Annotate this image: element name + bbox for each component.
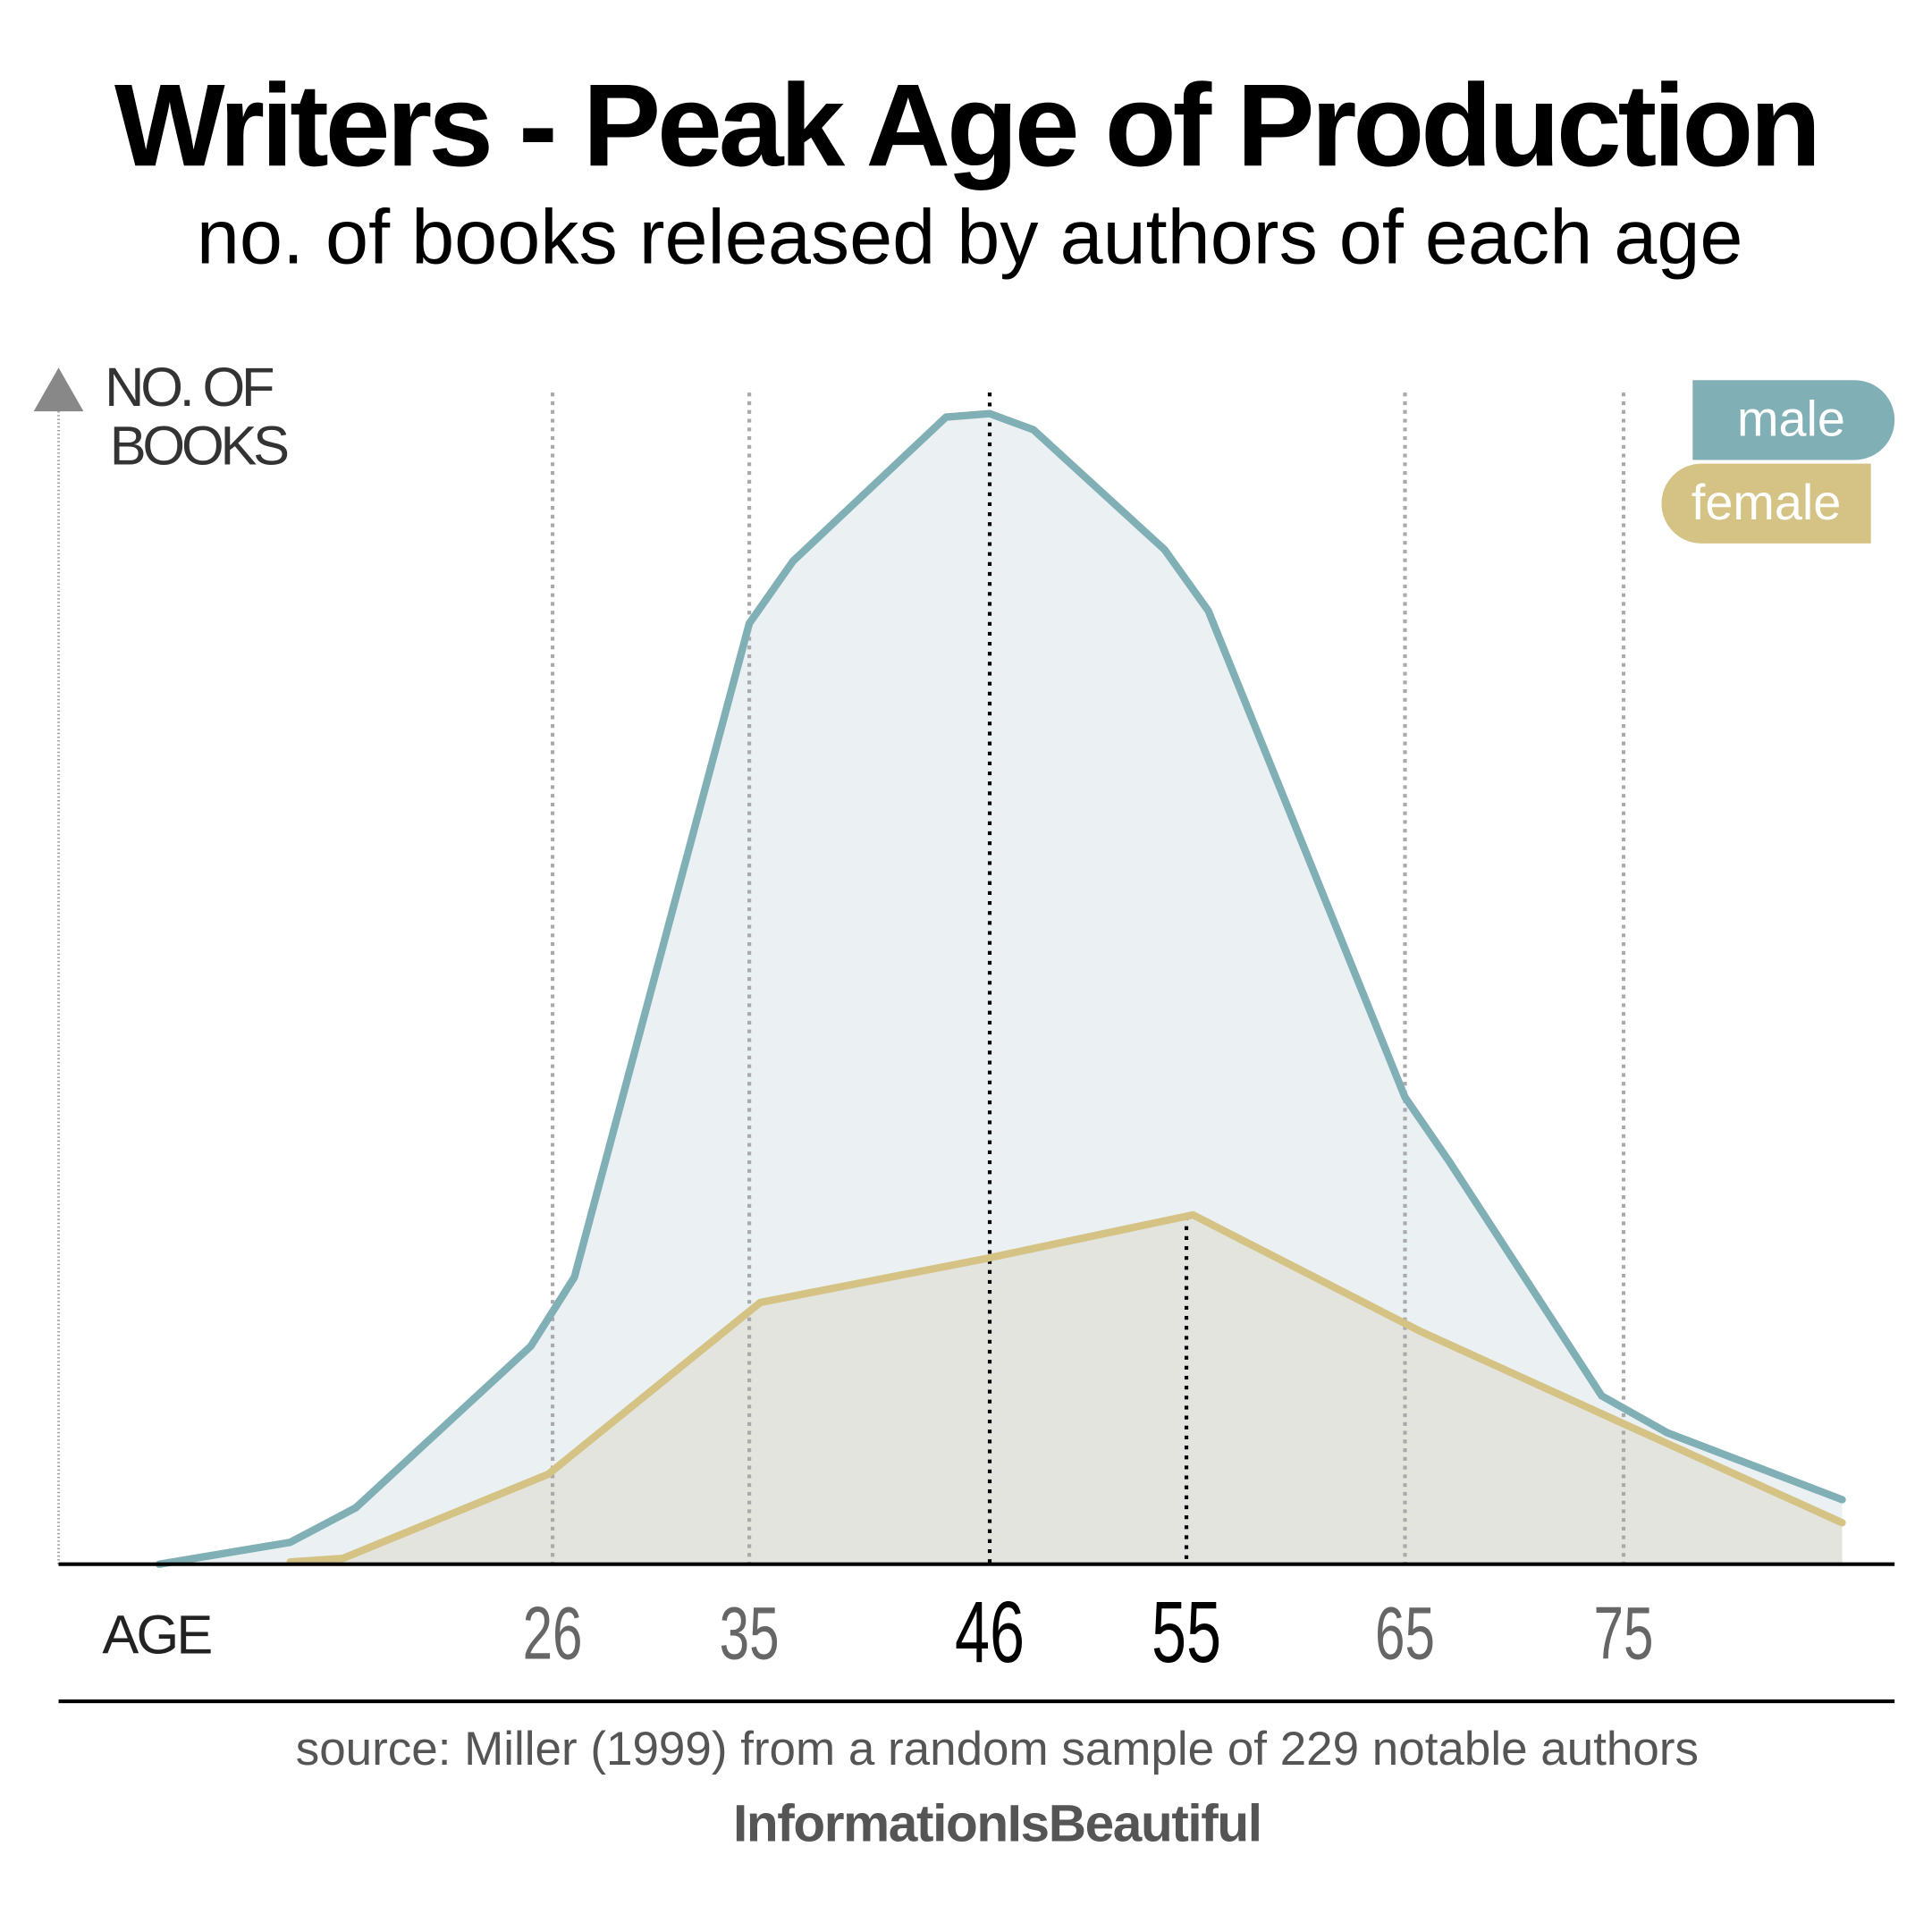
x-tick-label: 75 (1594, 1592, 1654, 1675)
legend-label: male (1737, 391, 1845, 446)
series-line (286, 1210, 1846, 1566)
x-tick-label: 26 (523, 1592, 583, 1675)
series-line (155, 409, 1846, 1568)
area-fill (290, 1214, 1843, 1564)
plot: 26 35 46 55 65 75 (57, 392, 1846, 1682)
y-axis-label: NO. OF (105, 356, 273, 417)
source-note: source: Miller (1999) from a random samp… (296, 1723, 1699, 1775)
x-tick-label: 65 (1375, 1592, 1435, 1675)
brand: InformationIsBeautiful (733, 1794, 1261, 1852)
x-tick-label: 55 (1152, 1584, 1221, 1682)
y-axis-label: BOOKS (110, 415, 288, 476)
legend: male female (1661, 380, 1895, 544)
legend-swatch (1661, 463, 1871, 544)
x-axis-label: AGE (102, 1604, 211, 1665)
legend-label: female (1692, 475, 1841, 530)
chart-subtitle: no. of books released by authors of each… (197, 195, 1743, 281)
chart-title: Writers - Peak Age of Production (114, 59, 1818, 190)
legend-swatch (1692, 380, 1895, 460)
x-tick-label: 35 (720, 1592, 780, 1675)
axis-arrow (33, 367, 84, 412)
area-fill (158, 413, 1843, 1564)
x-tick-label: 46 (955, 1584, 1025, 1682)
